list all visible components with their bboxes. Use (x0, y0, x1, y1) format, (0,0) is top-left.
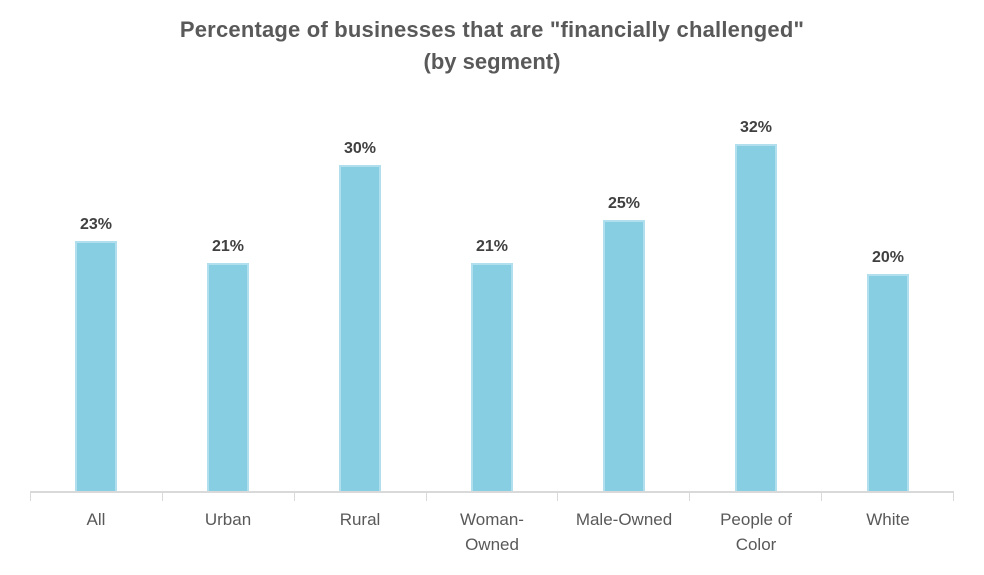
bar-value-label: 20% (871, 248, 905, 266)
chart-title-block: Percentage of businesses that are "finan… (0, 14, 984, 78)
bar-value-label: 25% (607, 194, 641, 212)
bar (735, 143, 777, 491)
plot-area: 23% 21% 30% 21% 25% 32% 20% (30, 111, 954, 493)
axis-tick (558, 493, 691, 501)
bar-value-label: 30% (343, 140, 377, 158)
category-label: Urban (204, 510, 252, 529)
category-label: White (866, 510, 910, 529)
axis-tick (163, 493, 295, 501)
bar-value-label: 23% (79, 216, 113, 234)
axis-tick (822, 493, 955, 501)
bar (207, 263, 249, 491)
category-label: Rural (339, 510, 381, 529)
bar (867, 273, 909, 491)
category-column: 21% (426, 111, 558, 491)
axis-tick (30, 493, 163, 501)
category-column: 25% (558, 111, 690, 491)
category-label: Woman- Owned (460, 510, 524, 554)
category-label: Male-Owned (575, 510, 673, 529)
x-axis-labels: All Urban Rural Woman- Owned Male-Owned Peopl… (30, 507, 954, 557)
chart-subtitle: (by segment) (423, 49, 561, 74)
category-column: 30% (294, 111, 426, 491)
category-column: 23% (30, 111, 162, 491)
axis-tick (690, 493, 823, 501)
bar (75, 241, 117, 491)
axis-tick (427, 493, 559, 501)
category-label: All (86, 510, 106, 529)
bar-value-label: 21% (475, 238, 509, 255)
category-column: 32% (690, 111, 822, 491)
bar-value-label: 21% (211, 238, 245, 255)
bar (603, 219, 645, 491)
category-column: 21% (162, 111, 294, 491)
axis-tick (295, 493, 427, 501)
bar (339, 165, 381, 491)
chart-title: Percentage of businesses that are "finan… (179, 17, 805, 42)
bar (471, 263, 513, 491)
bar-value-label: 32% (739, 118, 773, 136)
category-column: 20% (822, 111, 954, 491)
category-label: People of Color (720, 510, 792, 554)
x-axis-ticks (30, 493, 955, 501)
